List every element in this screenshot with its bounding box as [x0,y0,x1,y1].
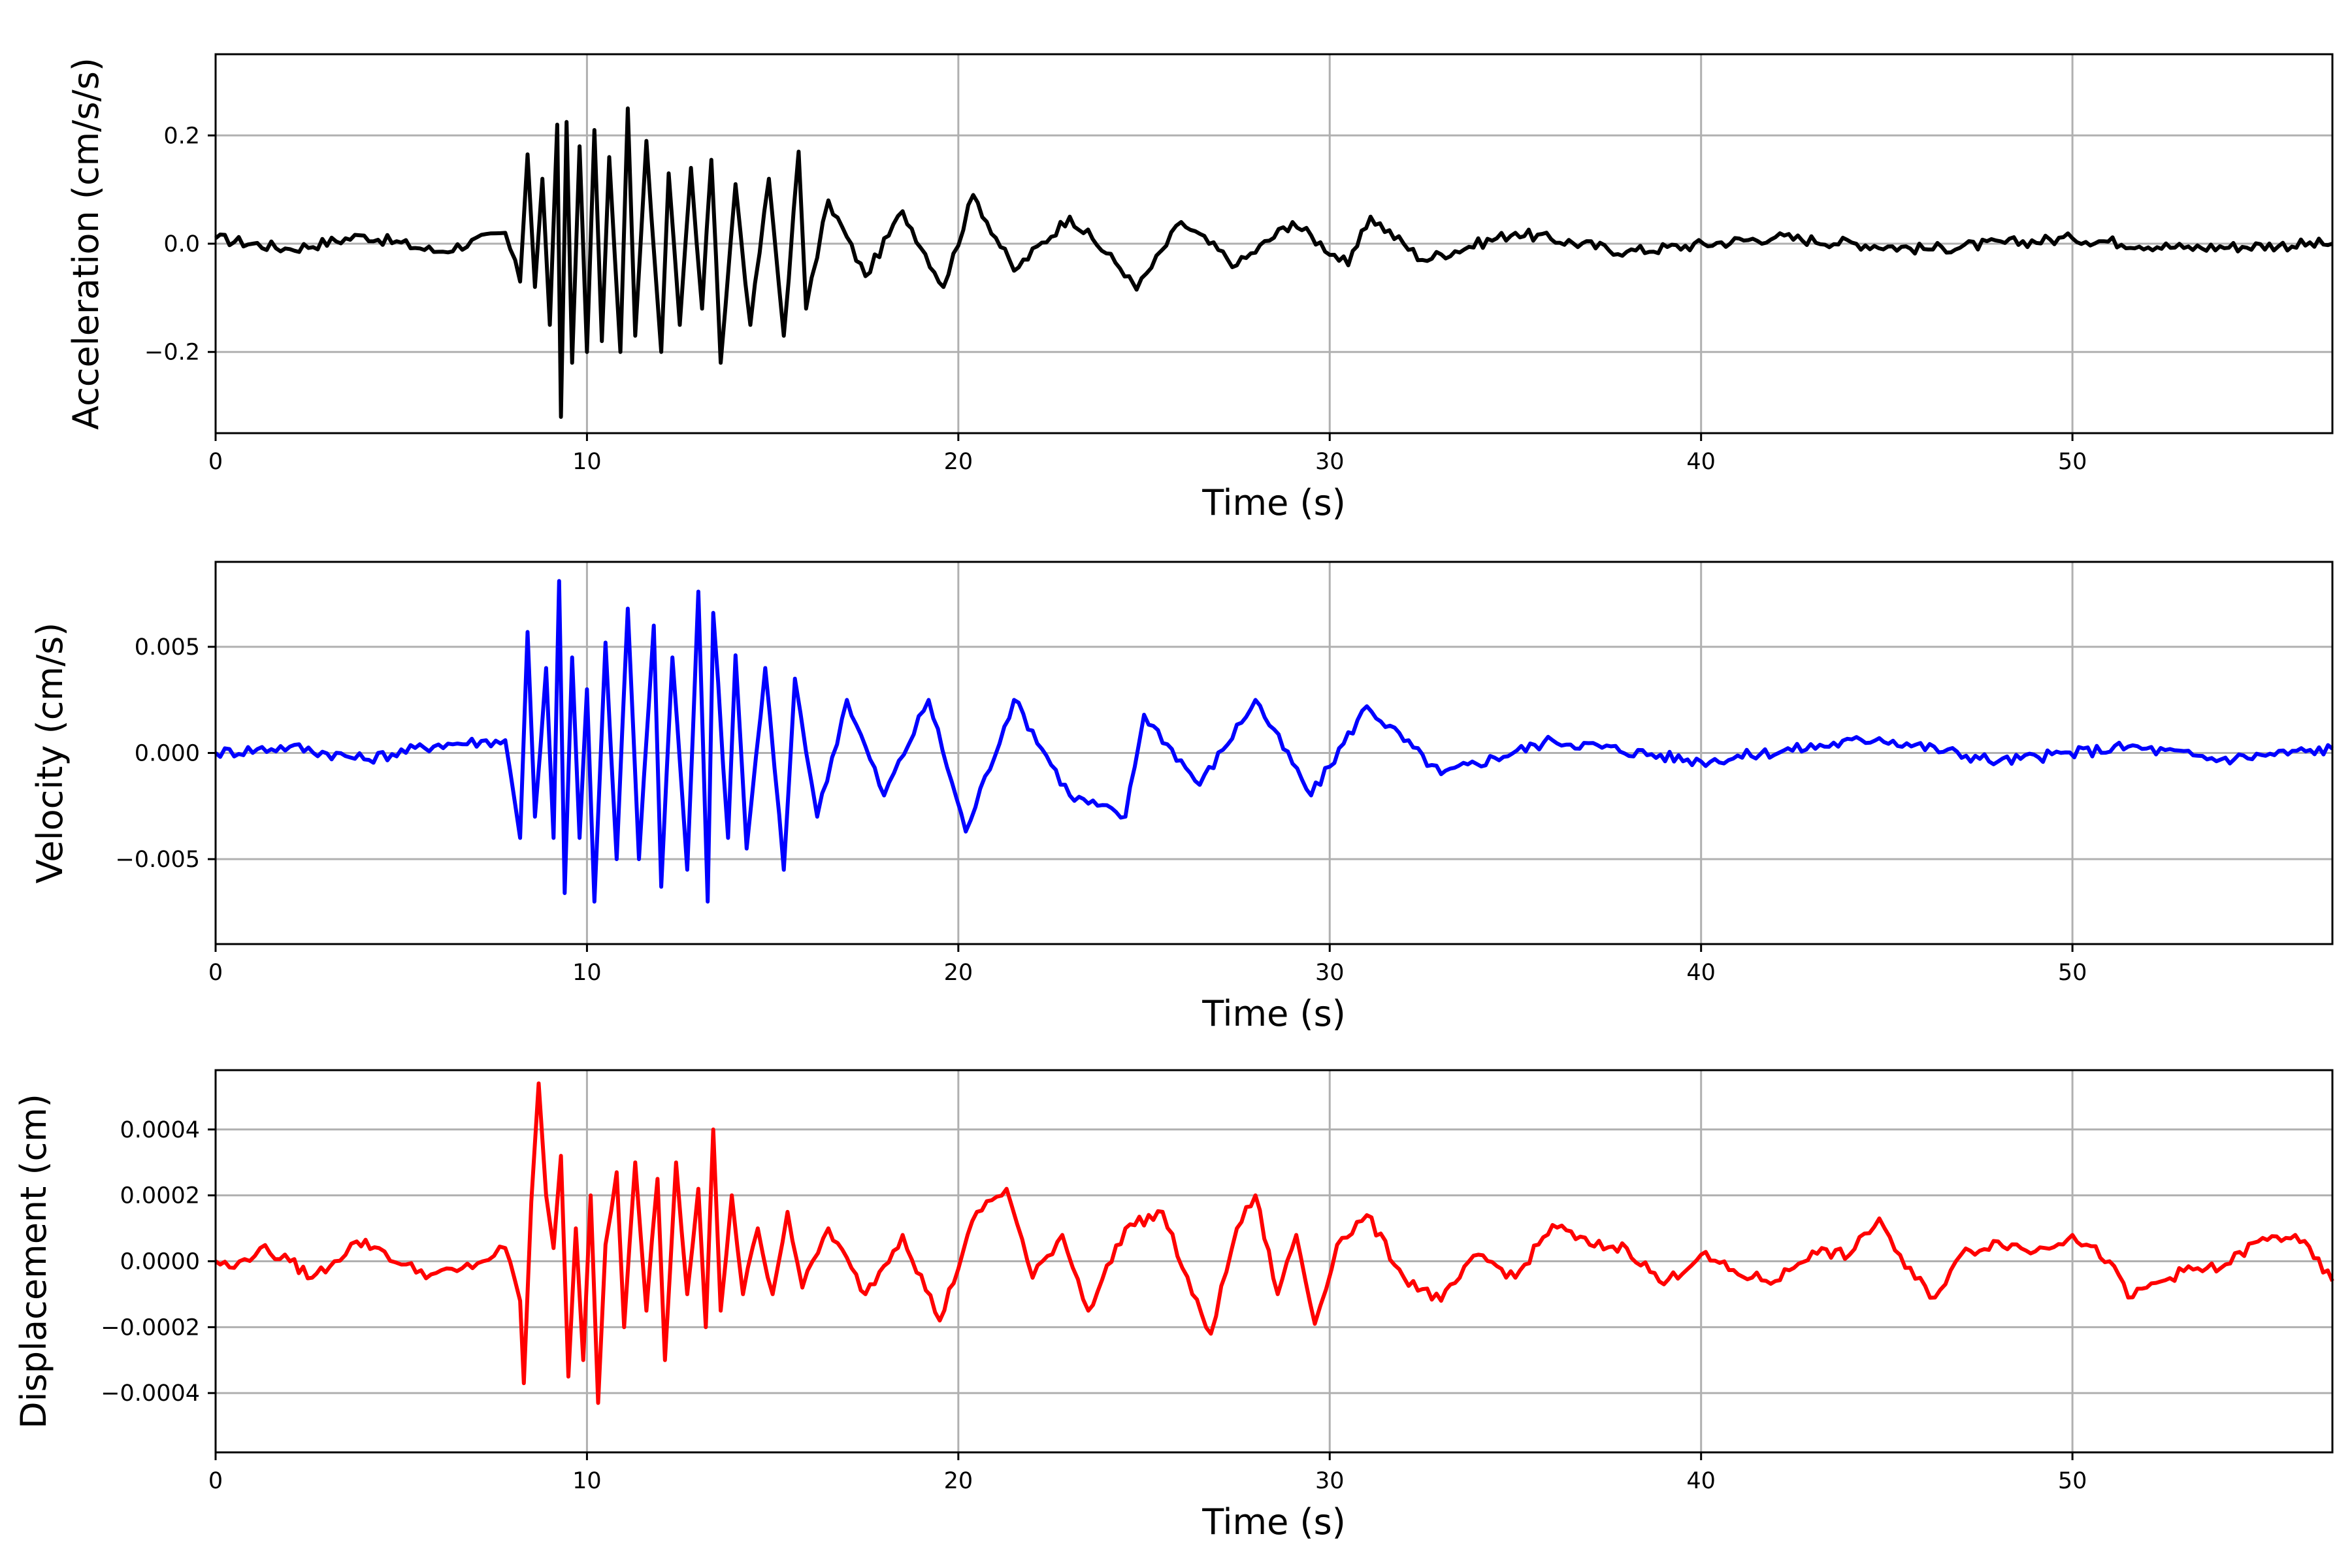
acceleration-series-line [214,106,2333,419]
panel-velocity: 0 10 20 30 40 50 −0.005 0.000 0.005 Time (s) Vel… [29,561,2334,1034]
displacement-y-tick-label: 0.0004 [120,1117,200,1143]
displacement-x-tick-label: 10 [572,1468,602,1494]
velocity-y-tick-label: 0.000 [135,741,200,767]
acceleration-y-axis-label: Acceleration (cm/s/s) [65,57,106,430]
acceleration-x-tick-label: 20 [944,449,973,475]
acceleration-x-axis-label: Time (s) [1201,482,1346,523]
velocity-x-tick-label: 50 [2058,960,2087,986]
velocity-y-axis-label: Velocity (cm/s) [29,623,71,884]
acceleration-y-tick-label: 0.0 [163,231,200,257]
velocity-x-axis-label: Time (s) [1201,993,1346,1034]
acceleration-y-tick-label: −0.2 [144,340,200,366]
displacement-y-tick-label: 0.0002 [120,1183,200,1209]
panel-displacement: 0 10 20 30 40 50 −0.0004 −0.0002 0.0000 0.0002 0.0… [13,1069,2334,1543]
acceleration-x-tick-label: 50 [2058,449,2087,475]
displacement-y-tick-label: −0.0004 [101,1380,200,1407]
velocity-x-tick-label: 0 [208,960,223,986]
acceleration-x-tick-label: 0 [208,449,223,475]
acceleration-x-tick-label: 40 [1686,449,1716,475]
displacement-x-tick-label: 50 [2058,1468,2087,1494]
displacement-x-tick-label: 30 [1315,1468,1345,1494]
displacement-x-tick-label: 20 [944,1468,973,1494]
acceleration-x-tick-label: 10 [572,449,602,475]
acceleration-x-tick-label: 30 [1315,449,1345,475]
velocity-ticks: 0 10 20 30 40 50 −0.005 0.000 0.005 [115,634,2087,986]
displacement-grid [214,1070,2332,1452]
acceleration-ticks: 0 10 20 30 40 50 −0.2 0.0 0.2 [144,123,2087,475]
displacement-x-tick-label: 0 [208,1468,223,1494]
displacement-x-axis-label: Time (s) [1201,1501,1346,1543]
acceleration-y-tick-label: 0.2 [163,123,200,149]
displacement-ticks: 0 10 20 30 40 50 −0.0004 −0.0002 0.0000 0.0002 0.0… [101,1117,2087,1494]
velocity-y-tick-label: −0.005 [115,847,200,873]
velocity-x-tick-label: 20 [944,960,973,986]
displacement-y-tick-label: −0.0002 [101,1315,200,1341]
displacement-series-line [214,1081,2334,1405]
displacement-x-tick-label: 40 [1686,1468,1716,1494]
velocity-y-tick-label: 0.005 [135,634,200,661]
displacement-y-tick-label: 0.0000 [120,1249,200,1275]
velocity-x-tick-label: 30 [1315,960,1345,986]
displacement-y-axis-label: Displacement (cm) [13,1094,54,1429]
velocity-x-tick-label: 10 [572,960,602,986]
velocity-series-line [214,579,2334,904]
velocity-x-tick-label: 40 [1686,960,1716,986]
panel-acceleration: 0 10 20 30 40 50 −0.2 0.0 0.2 Time (s) Accelerat… [65,53,2334,523]
